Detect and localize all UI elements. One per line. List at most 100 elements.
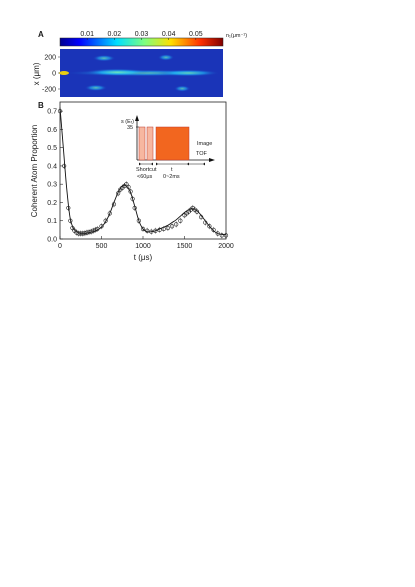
density-streak	[84, 68, 150, 76]
density-streak	[84, 84, 108, 92]
span-arrow-icon	[156, 162, 158, 166]
colorbar-unit-label: n₁(μm⁻¹)	[226, 33, 247, 39]
data-point	[74, 230, 79, 235]
data-point	[128, 189, 133, 194]
coherent-atom-plot: 0 500 1000 1500 2000 0.00.10.20.30.40.50.60.…	[47, 101, 234, 250]
data-point	[111, 202, 117, 207]
data-point	[115, 191, 121, 196]
data-point	[194, 209, 200, 214]
data-point	[89, 229, 94, 234]
colorbar-tick-label: 0.05	[189, 31, 203, 38]
heatmap-ytick-label: 0	[52, 71, 56, 78]
data-point	[211, 227, 216, 232]
span-arrow-icon	[203, 162, 205, 166]
heatmap-ylabel: x (μm)	[32, 62, 41, 85]
data-point	[219, 233, 224, 238]
data-point	[145, 228, 150, 233]
x-tick-label: 500	[96, 243, 108, 250]
inset-level-label: 35	[127, 125, 133, 131]
shortcut-pulse-2	[146, 126, 154, 161]
colorbar-ticks: 0.01 0.02 0.03 0.04 0.05	[80, 31, 203, 40]
data-point	[126, 184, 131, 190]
x-tick-label: 1500	[177, 243, 193, 250]
x-tick-label: 0	[58, 243, 62, 250]
tof-label: TOF	[196, 151, 208, 157]
span-arrow-icon	[187, 162, 189, 166]
colorbar-tick-label: 0.01	[80, 31, 94, 38]
y-ticks: 0.0 0.1 0.2 0.3 0.4 0.5 0.6 0.7	[47, 109, 63, 244]
data-point	[136, 218, 141, 223]
shortcut-pulse-1	[138, 126, 146, 161]
density-streak	[157, 54, 175, 61]
density-streak	[92, 54, 116, 62]
data-point	[165, 225, 170, 231]
data-point	[169, 224, 175, 229]
panel-b-label: B	[38, 101, 44, 110]
y-tick-label: 0.2	[47, 200, 57, 207]
panel-a-label: A	[38, 30, 44, 39]
data-point	[57, 109, 63, 114]
data-point	[95, 226, 100, 232]
data-point	[66, 205, 71, 211]
data-point	[207, 224, 212, 229]
heatmap-y-ticks: 200 0 -200	[42, 55, 60, 94]
data-point	[86, 229, 92, 235]
data-point	[178, 218, 183, 223]
lattice-hold-block	[155, 126, 190, 161]
image-label: Image	[197, 141, 212, 147]
y-tick-label: 0.0	[47, 237, 57, 244]
shortcut-time: <60μs	[137, 174, 152, 180]
x-ticks: 0 500 1000 1500 2000	[58, 236, 234, 250]
colorbar-tick-label: 0.04	[162, 31, 176, 38]
span-arrow-icon	[139, 162, 141, 166]
density-streak	[157, 69, 220, 77]
data-point	[199, 214, 204, 220]
inset-x-arrow-icon	[209, 158, 215, 162]
data-point	[84, 230, 90, 235]
hold-t-label: t	[171, 167, 173, 173]
data-point	[99, 224, 104, 229]
data-point	[140, 226, 146, 232]
x-tick-label: 2000	[218, 243, 234, 250]
y-tick-label: 0.3	[47, 182, 57, 189]
sequence-inset: s (Eᵣ) 35 Shortcut <60μs t 0~2ms Image T…	[121, 115, 215, 180]
data-point	[62, 163, 67, 169]
colorbar-tick-label: 0.03	[135, 31, 149, 38]
heatmap-ytick-label: -200	[42, 87, 56, 94]
data-point	[203, 220, 208, 225]
span-arrow-icon	[151, 162, 153, 166]
data-point	[161, 226, 166, 232]
y-tick-label: 0.6	[47, 127, 57, 134]
data-point	[153, 228, 158, 233]
y-tick-label: 0.1	[47, 218, 57, 225]
data-point	[93, 227, 98, 232]
inset-y-arrow-icon	[135, 115, 139, 121]
data-point	[130, 196, 135, 201]
data-point	[107, 211, 112, 216]
x-tick-label: 1000	[135, 243, 151, 250]
data-point	[215, 231, 220, 236]
data-point	[70, 225, 75, 231]
density-heatmap	[59, 49, 223, 97]
data-point	[174, 222, 179, 227]
data-point	[124, 182, 129, 187]
density-hotspot	[59, 71, 69, 75]
colorbar-tick-label: 0.02	[108, 31, 122, 38]
y-axis-label: Coherent Atom Proportion	[30, 125, 39, 218]
shortcut-label: Shortcut	[136, 167, 157, 173]
data-point	[132, 205, 137, 211]
data-points	[57, 108, 229, 239]
data-point	[78, 231, 83, 236]
y-tick-label: 0.7	[47, 109, 57, 116]
y-tick-label: 0.4	[47, 163, 57, 170]
heatmap-ytick-label: 200	[44, 55, 56, 62]
data-point	[157, 227, 162, 232]
data-point	[223, 233, 229, 238]
hold-t-range: 0~2ms	[163, 174, 180, 180]
data-point	[91, 228, 96, 233]
inset-ylabel: s (Eᵣ)	[121, 119, 134, 125]
data-point	[103, 218, 108, 223]
data-point	[76, 231, 81, 236]
density-streak	[174, 85, 191, 92]
